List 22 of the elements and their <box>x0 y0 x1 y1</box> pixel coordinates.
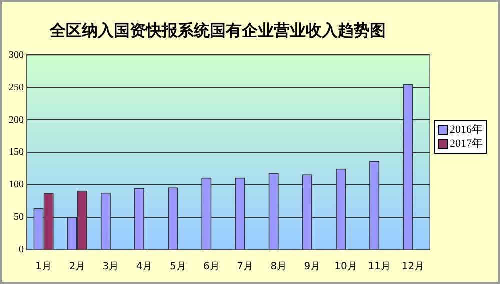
x-tick-label: 2月 <box>69 262 86 273</box>
x-tick-label: 9月 <box>304 262 321 273</box>
x-tick-label: 5月 <box>170 262 186 273</box>
x-tick-label: 3月 <box>102 262 120 273</box>
chart-title: 全区纳入国资快报系统国有企业营业收入趋势图 <box>49 20 386 40</box>
x-tick-label: 7月 <box>237 262 254 273</box>
y-tick-label: 0 <box>19 244 24 256</box>
legend-label: 2016年 <box>450 123 483 137</box>
x-tick-label: 8月 <box>270 262 288 273</box>
y-tick-label: 150 <box>9 147 24 158</box>
x-tick-label: 1月 <box>36 262 52 273</box>
x-tick-label: 12月 <box>402 262 425 273</box>
y-tick-label: 300 <box>9 50 24 61</box>
y-tick-label: 200 <box>9 114 24 126</box>
y-tick-label: 100 <box>9 180 24 191</box>
x-tick-label: 11月 <box>368 262 391 273</box>
y-tick-label: 50 <box>14 212 24 224</box>
x-tick-label: 4月 <box>136 262 153 273</box>
y-tick-label: 250 <box>9 82 24 94</box>
x-tick-label: 6月 <box>204 262 220 273</box>
x-tick-label: 10月 <box>334 262 358 273</box>
legend-label: 2017年 <box>450 137 483 151</box>
